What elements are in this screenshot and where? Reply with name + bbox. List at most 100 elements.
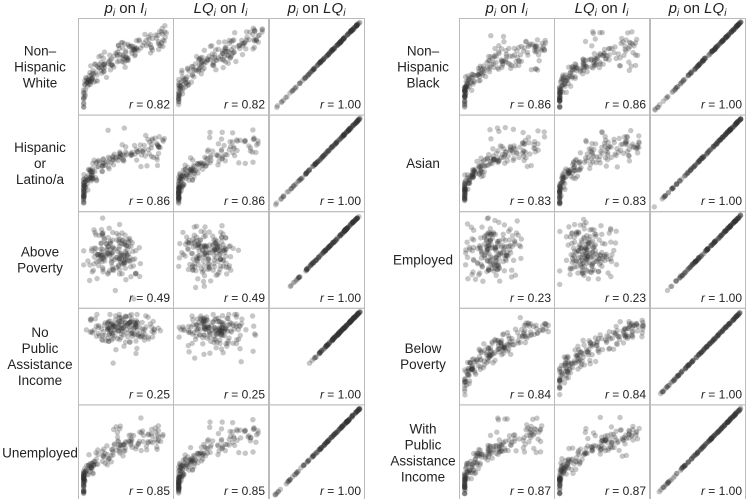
data-point (571, 461, 577, 467)
scatter-points (176, 223, 242, 291)
data-point (193, 53, 200, 60)
data-point (191, 66, 197, 72)
data-point (253, 439, 259, 445)
data-point (111, 441, 118, 447)
data-point (569, 240, 575, 246)
data-point (161, 135, 168, 142)
data-point (350, 26, 356, 32)
data-point (223, 253, 229, 259)
data-point (97, 333, 103, 339)
data-point (557, 182, 563, 188)
row-label: Employed (393, 253, 453, 268)
data-point (178, 327, 184, 333)
data-point (107, 52, 113, 58)
data-point (462, 98, 468, 104)
data-point (99, 168, 105, 174)
data-point (218, 332, 224, 338)
data-point (85, 177, 91, 183)
data-point (208, 442, 214, 448)
data-point (222, 45, 228, 51)
data-point (335, 41, 342, 48)
data-point (571, 163, 578, 169)
data-point (576, 347, 582, 353)
data-point (590, 29, 596, 35)
data-point (88, 169, 95, 176)
data-point (242, 39, 248, 45)
data-point (251, 44, 258, 50)
data-point (487, 127, 493, 133)
data-point (183, 79, 189, 86)
data-point (255, 33, 261, 39)
data-point (468, 224, 474, 230)
data-point (160, 137, 166, 143)
data-point (242, 160, 248, 167)
data-point (613, 228, 619, 234)
data-point (231, 152, 238, 159)
data-point (128, 442, 134, 448)
data-point (603, 137, 609, 143)
data-point (483, 351, 490, 358)
data-point (220, 50, 226, 56)
data-point (565, 353, 571, 359)
data-point (210, 61, 217, 68)
data-point (605, 270, 611, 276)
data-point (100, 156, 106, 162)
data-point (187, 155, 194, 161)
data-point (118, 442, 125, 448)
data-point (197, 64, 203, 71)
data-point (626, 59, 632, 65)
data-point (614, 440, 621, 446)
data-point (603, 56, 609, 62)
data-point (98, 68, 104, 74)
data-point (199, 59, 205, 65)
scatter-points (287, 213, 362, 290)
data-point (243, 29, 250, 35)
data-point (141, 147, 147, 153)
data-point (479, 169, 485, 175)
data-point (148, 45, 155, 51)
data-point (318, 58, 325, 64)
data-point (93, 160, 99, 166)
data-point (516, 58, 522, 64)
data-point (241, 428, 248, 435)
data-point (312, 64, 318, 71)
data-point (340, 326, 346, 332)
data-point (84, 176, 91, 182)
data-point (580, 260, 586, 266)
data-point (176, 99, 182, 105)
data-point (318, 58, 324, 65)
data-point (597, 52, 604, 58)
data-point (532, 149, 539, 155)
data-point (230, 44, 237, 51)
data-point (560, 465, 567, 471)
data-point (153, 35, 160, 41)
data-point (500, 33, 507, 40)
data-point (562, 368, 569, 374)
data-point (581, 216, 587, 223)
correlation-label: r = 0.49 (129, 291, 170, 305)
data-point (730, 27, 736, 33)
data-point (185, 66, 191, 72)
data-point (485, 215, 492, 221)
data-point (81, 193, 88, 199)
row-label: Above Poverty (17, 245, 63, 276)
data-point (101, 62, 107, 68)
data-point (669, 185, 675, 192)
data-point (176, 190, 182, 197)
data-point (93, 78, 99, 84)
data-point (703, 151, 710, 157)
data-point (100, 162, 106, 169)
data-point (338, 38, 344, 44)
data-point (234, 147, 240, 154)
data-point (492, 357, 498, 364)
data-point (325, 52, 331, 58)
data-point (107, 61, 114, 68)
data-point (529, 431, 535, 437)
data-point (220, 56, 226, 62)
data-point (230, 340, 236, 346)
data-point (330, 46, 336, 52)
data-point (137, 147, 143, 153)
data-point (466, 244, 473, 250)
data-point (195, 256, 201, 262)
data-point (354, 22, 360, 29)
